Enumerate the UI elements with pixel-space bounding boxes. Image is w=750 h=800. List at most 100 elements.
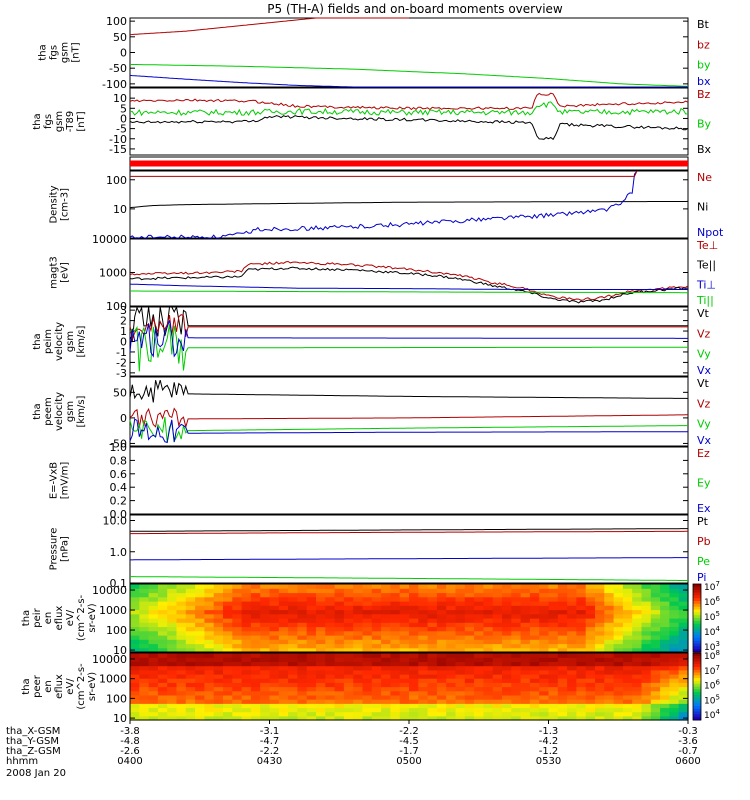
heatmap-cell — [390, 584, 401, 589]
heatmap-cell — [539, 622, 550, 628]
heatmap-cell — [130, 653, 140, 658]
heatmap-cell — [474, 715, 484, 721]
heatmap-cell — [492, 601, 503, 606]
heatmap-cell — [204, 601, 215, 606]
heatmap-cell — [678, 711, 689, 717]
heatmap-cell — [232, 707, 243, 713]
heatmap-cell — [455, 715, 466, 721]
heatmap-cell — [353, 584, 364, 589]
heatmap-cell — [455, 661, 466, 667]
heatmap-cell — [278, 596, 289, 602]
series-line — [129, 17, 409, 36]
heatmap-cell — [418, 592, 429, 598]
heatmap-cell — [371, 711, 382, 717]
heatmap-cell — [316, 673, 326, 679]
colorbar-segment — [693, 672, 701, 676]
heatmap-cell — [157, 690, 168, 696]
heatmap-cell — [213, 686, 224, 692]
heatmap-cell — [260, 596, 271, 602]
heatmap-cell — [464, 715, 475, 721]
heatmap-cell — [362, 639, 373, 645]
heatmap-cell — [297, 707, 308, 713]
heatmap-cell — [204, 647, 215, 653]
heatmap-cell — [502, 669, 512, 675]
heatmap-cell — [371, 694, 382, 700]
x-axis-row-label: tha_Z-GSM — [6, 746, 61, 757]
heatmap-cell — [567, 694, 577, 700]
heatmap-cell — [306, 592, 317, 598]
heatmap-cell — [204, 584, 215, 589]
heatmap-cell — [529, 584, 540, 589]
heatmap-cell — [213, 588, 224, 594]
heatmap-cell — [399, 678, 410, 683]
heatmap-cell — [325, 715, 336, 721]
heatmap-cell — [557, 682, 568, 688]
heatmap-cell — [548, 657, 559, 662]
heatmap-cell — [678, 596, 689, 602]
heatmap-cell — [241, 613, 252, 619]
heatmap-cell — [390, 588, 401, 594]
heatmap-cell — [167, 711, 178, 717]
heatmap-cell — [492, 678, 503, 683]
heatmap-cell — [585, 657, 596, 662]
heatmap-cell — [176, 643, 187, 649]
heatmap-cell — [427, 715, 438, 721]
heatmap-cell — [660, 657, 670, 662]
heatmap-cell — [483, 703, 494, 709]
heatmap-cell — [278, 707, 289, 713]
heatmap-cell — [650, 647, 661, 653]
series-line — [129, 283, 688, 290]
heatmap-cell — [204, 699, 215, 704]
heatmap-cell — [492, 699, 503, 704]
heatmap-cell — [195, 690, 205, 696]
heatmap-cell — [427, 635, 438, 640]
heatmap-cell — [622, 588, 633, 594]
heatmap-cell — [474, 690, 484, 696]
heatmap-cell — [539, 626, 550, 632]
heatmap-cell — [176, 669, 187, 675]
heatmap-cell — [130, 686, 140, 692]
colorbar-segment — [693, 664, 701, 668]
heatmap-cell — [269, 626, 280, 632]
heatmap-cell — [213, 647, 224, 653]
heatmap-cell — [576, 657, 587, 662]
heatmap-cell — [176, 711, 187, 717]
heatmap-cell — [139, 673, 150, 679]
heatmap-cell — [632, 657, 643, 662]
heatmap-cell — [232, 618, 243, 623]
heatmap-cell — [641, 657, 652, 662]
heatmap-cell — [185, 682, 196, 688]
heatmap-cell — [511, 618, 522, 623]
heatmap-cell — [399, 661, 410, 667]
heatmap-cell — [325, 643, 336, 649]
heatmap-cell — [306, 694, 317, 700]
heatmap-cell — [669, 707, 680, 713]
heatmap-cell — [278, 715, 289, 721]
heatmap-cell — [316, 690, 326, 696]
heatmap-cell — [409, 622, 419, 628]
heatmap-cell — [436, 678, 447, 683]
heatmap-cell — [567, 639, 577, 645]
heatmap-cell — [567, 715, 577, 721]
heatmap-cell — [343, 653, 354, 658]
heatmap-cell — [371, 682, 382, 688]
heatmap-cell — [595, 657, 605, 662]
heatmap-cell — [632, 609, 643, 615]
heatmap-cell — [650, 609, 661, 615]
heatmap-cell — [325, 588, 336, 594]
heatmap-cell — [409, 584, 419, 589]
heatmap-cell — [660, 661, 670, 667]
heatmap-cell — [390, 711, 401, 717]
heatmap-cell — [474, 618, 484, 623]
heatmap-cell — [353, 694, 364, 700]
heatmap-cell — [567, 669, 577, 675]
heatmap-cell — [343, 601, 354, 606]
heatmap-cell — [269, 622, 280, 628]
heatmap-cell — [474, 596, 484, 602]
y-axis-label: [km/s] — [76, 395, 87, 427]
heatmap-cell — [492, 694, 503, 700]
heatmap-cell — [353, 626, 364, 632]
heatmap-cell — [204, 643, 215, 649]
heatmap-cell — [409, 592, 419, 598]
heatmap-cell — [371, 690, 382, 696]
